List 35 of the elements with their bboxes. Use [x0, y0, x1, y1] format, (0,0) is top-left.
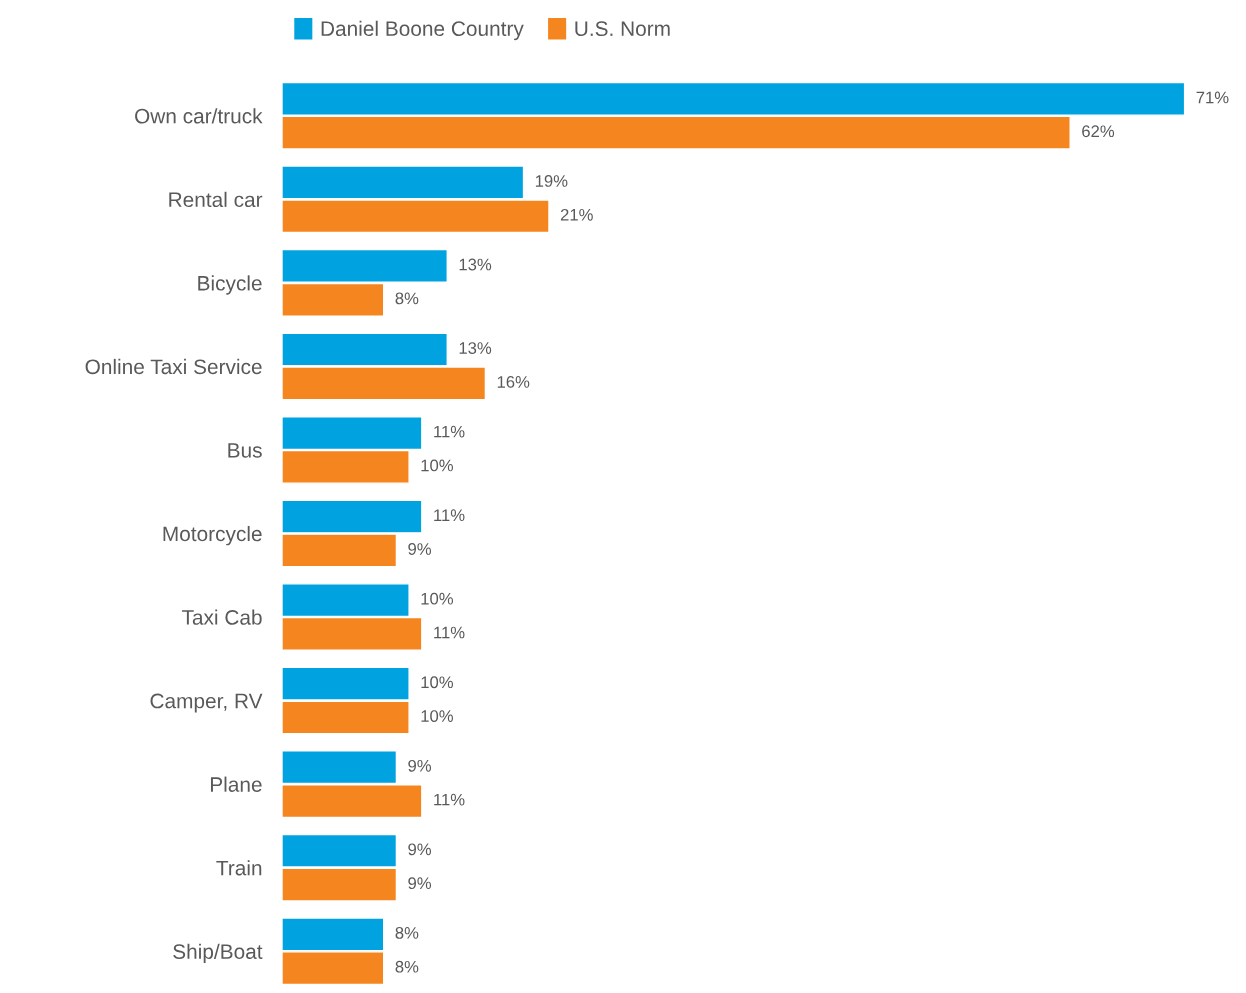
data-label: 10% — [421, 710, 454, 722]
data-label: 9% — [408, 543, 432, 555]
data-label: 10% — [421, 592, 454, 605]
data-label: 16% — [497, 376, 530, 388]
y-tick-label: Taxi Cab — [181, 609, 262, 625]
y-tick-label: Plane — [210, 776, 262, 792]
y-tick-label: Train — [216, 860, 262, 876]
legend-label: Daniel Boone Country — [321, 20, 524, 41]
y-tick-label: Rental car — [169, 191, 263, 208]
data-label: 9% — [408, 877, 432, 890]
data-label: 71% — [1196, 91, 1229, 104]
data-label: 11% — [434, 793, 465, 806]
data-label: 13% — [459, 342, 492, 354]
y-tick-label: Motorcycle — [163, 525, 262, 546]
data-label: 62% — [1082, 125, 1115, 138]
y-tick-label: Camper, RV — [150, 693, 263, 713]
y-tick-label: Bus — [228, 443, 262, 458]
data-label: 9% — [408, 843, 432, 856]
data-label: 19% — [535, 175, 568, 187]
data-label: 10% — [421, 459, 454, 472]
y-tick-label: Own car/truck — [135, 108, 263, 124]
data-label: 8% — [395, 926, 419, 939]
data-label: 8% — [395, 960, 419, 973]
data-label: 8% — [395, 292, 419, 305]
data-label: 9% — [408, 759, 432, 772]
data-label: 11% — [434, 425, 465, 438]
data-label: 11% — [434, 626, 465, 639]
y-tick-label: Online Taxi Service — [85, 358, 262, 375]
data-label: 21% — [560, 208, 593, 221]
data-label: 10% — [421, 676, 454, 689]
y-tick-label: Bicycle — [198, 275, 262, 295]
data-label: 11% — [434, 509, 465, 521]
data-label: 13% — [459, 258, 492, 271]
y-tick-label: Ship/Boat — [173, 943, 263, 964]
legend-label: U.S. Norm — [575, 21, 670, 37]
